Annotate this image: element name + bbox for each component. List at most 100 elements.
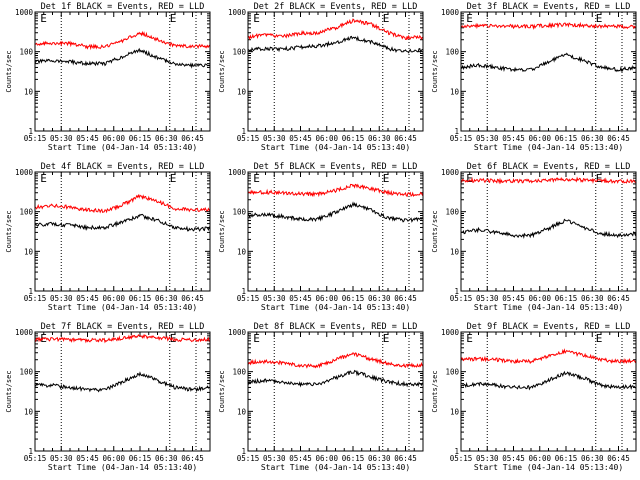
y-tick-label: 10 [24, 247, 34, 256]
y-axis-label: Counts/sec [5, 50, 13, 92]
x-tick-label: 05:30 [476, 294, 499, 303]
x-axis-label: Start Time (04-Jan-14 05:13:40) [261, 303, 410, 312]
x-tick-label: 06:30 [155, 134, 178, 143]
event-marker-label: E [170, 172, 177, 185]
x-tick-label: 05:45 [502, 134, 525, 143]
x-tick-label: 05:15 [237, 134, 260, 143]
x-tick-label: 06:00 [528, 134, 551, 143]
y-tick-label: 10 [237, 247, 247, 256]
x-tick-label: 06:30 [581, 454, 604, 463]
y-tick-label: 1 [454, 127, 459, 136]
x-tick-label: 06:15 [342, 134, 365, 143]
y-tick-label: 10 [24, 407, 34, 416]
x-tick-label: 05:15 [237, 294, 260, 303]
plot-frame [460, 331, 637, 452]
plot-frame [247, 11, 424, 132]
y-tick-label: 100 [19, 48, 33, 57]
x-tick-label: 06:45 [394, 134, 417, 143]
lld-series-line [34, 30, 211, 51]
event-marker-label: E [383, 12, 390, 25]
x-tick-label: 06:15 [342, 454, 365, 463]
x-axis-label: Start Time (04-Jan-14 05:13:40) [474, 143, 623, 152]
y-tick-label: 100 [445, 208, 459, 217]
x-tick-label: 05:45 [502, 454, 525, 463]
y-tick-label: 100 [19, 368, 33, 377]
panel-title: Det 4f BLACK = Events, RED = LLD [41, 162, 205, 172]
lld-series-line [247, 352, 424, 369]
event-marker-label: E [466, 172, 473, 185]
x-tick-label: 05:15 [450, 294, 473, 303]
lld-series-line [247, 183, 424, 198]
x-tick-label: 05:45 [76, 294, 99, 303]
event-marker-label: E [383, 172, 390, 185]
event-marker-label: E [466, 12, 473, 25]
plot-frame [34, 171, 211, 292]
x-tick-label: 06:45 [181, 134, 204, 143]
x-tick-label: 05:45 [76, 134, 99, 143]
x-tick-label: 06:30 [368, 294, 391, 303]
y-tick-label: 100 [19, 208, 33, 217]
y-tick-label: 1000 [441, 328, 460, 337]
y-tick-label: 10 [237, 87, 247, 96]
events-series-line [460, 218, 637, 239]
y-axis-label: Counts/sec [5, 370, 13, 412]
events-series-line [460, 52, 637, 73]
event-marker-label: E [596, 332, 603, 345]
plot-frame [247, 331, 424, 452]
y-axis-label: Counts/sec [5, 210, 13, 252]
x-tick-label: 05:45 [76, 454, 99, 463]
x-tick-label: 06:00 [102, 134, 125, 143]
x-tick-label: 06:00 [315, 294, 338, 303]
panel-title: Det 6f BLACK = Events, RED = LLD [467, 162, 631, 172]
y-tick-label: 1 [28, 127, 33, 136]
x-tick-label: 05:30 [263, 454, 286, 463]
event-marker-label: E [40, 12, 47, 25]
y-tick-label: 10 [450, 407, 460, 416]
y-axis-label: Counts/sec [431, 370, 439, 412]
events-series-line [34, 371, 211, 393]
x-tick-label: 06:15 [129, 454, 152, 463]
events-series-line [247, 201, 424, 223]
event-marker-label: E [383, 332, 390, 345]
y-axis-label: Counts/sec [431, 50, 439, 92]
lld-series-line [460, 348, 637, 365]
x-tick-label: 05:45 [289, 134, 312, 143]
plot-frame [34, 331, 211, 452]
x-axis-label: Start Time (04-Jan-14 05:13:40) [261, 143, 410, 152]
x-tick-label: 05:15 [24, 454, 47, 463]
x-axis-label: Start Time (04-Jan-14 05:13:40) [48, 143, 197, 152]
y-tick-label: 1000 [441, 168, 460, 177]
events-series-line [34, 47, 211, 69]
plot-frame [460, 11, 637, 132]
panel-title: Det 9f BLACK = Events, RED = LLD [467, 322, 631, 332]
x-tick-label: 06:15 [342, 294, 365, 303]
x-tick-label: 06:45 [181, 294, 204, 303]
lld-series-line [34, 333, 211, 344]
x-tick-label: 06:00 [102, 294, 125, 303]
x-tick-label: 06:30 [581, 294, 604, 303]
y-tick-label: 1 [241, 447, 246, 456]
y-axis-label: Counts/sec [218, 210, 226, 252]
event-marker-label: E [253, 172, 260, 185]
x-tick-label: 06:00 [315, 134, 338, 143]
event-marker-label: E [170, 12, 177, 25]
y-tick-label: 1000 [228, 328, 247, 337]
x-tick-label: 06:30 [581, 134, 604, 143]
x-axis-label: Start Time (04-Jan-14 05:13:40) [474, 303, 623, 312]
y-tick-label: 10 [450, 87, 460, 96]
x-tick-label: 05:15 [24, 134, 47, 143]
x-tick-label: 06:45 [394, 294, 417, 303]
y-tick-label: 1000 [441, 8, 460, 17]
y-tick-label: 1 [28, 447, 33, 456]
x-tick-label: 06:15 [129, 294, 152, 303]
x-tick-label: 05:30 [476, 134, 499, 143]
x-tick-label: 06:30 [368, 134, 391, 143]
y-tick-label: 1 [241, 127, 246, 136]
